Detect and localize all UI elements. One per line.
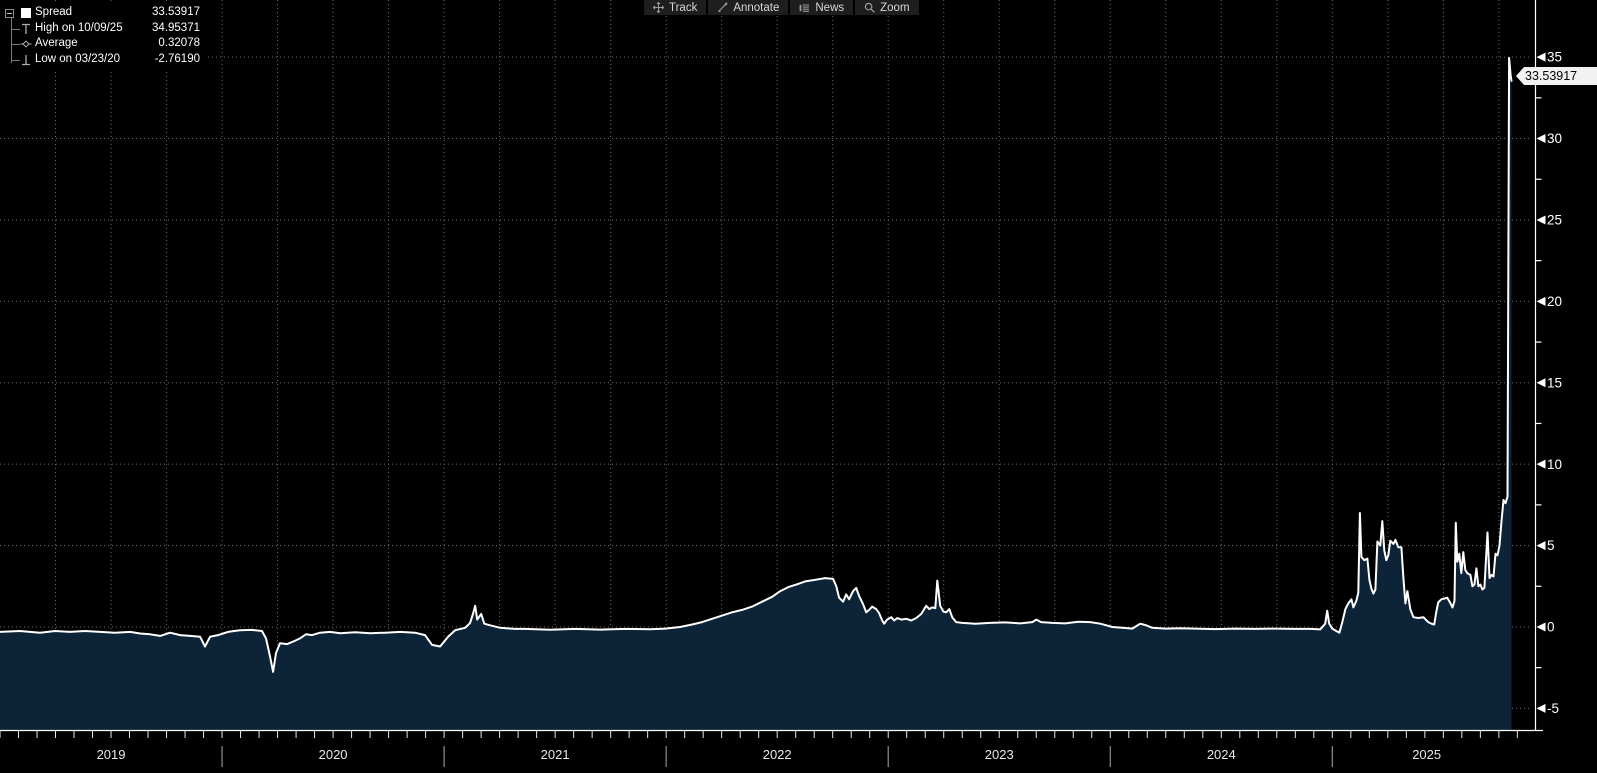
legend-value: 33.53917 <box>152 6 200 18</box>
svg-text:2024: 2024 <box>1207 747 1236 762</box>
svg-text:-5: -5 <box>1547 701 1559 716</box>
svg-text:15: 15 <box>1547 375 1562 390</box>
last-value-label: 33.53917 <box>1524 67 1597 85</box>
svg-text:2025: 2025 <box>1412 747 1441 762</box>
track-icon <box>653 2 664 13</box>
annotate-button[interactable]: Annotate <box>708 0 789 15</box>
svg-text:30: 30 <box>1547 131 1562 146</box>
legend-panel: Spread 33.53917 High on 10/09/25 34.9537… <box>0 2 207 71</box>
chart-toolbar: Track Annotate News <box>644 0 919 15</box>
svg-text:2023: 2023 <box>985 747 1014 762</box>
track-button[interactable]: Track <box>644 0 707 15</box>
annotate-icon <box>717 2 729 13</box>
legend-value: -2.76190 <box>154 52 200 65</box>
svg-text:10: 10 <box>1547 457 1562 472</box>
legend-label: Spread <box>35 6 73 18</box>
svg-text:35: 35 <box>1547 50 1562 65</box>
average-marker-icon <box>20 38 32 50</box>
legend-row-high[interactable]: High on 10/09/25 34.95371 <box>0 21 207 37</box>
legend-label: Low on 03/23/20 <box>35 52 121 65</box>
svg-text:25: 25 <box>1547 213 1562 228</box>
legend-row-low[interactable]: Low on 03/23/20 -2.76190 <box>0 52 207 68</box>
zoom-button-label: Zoom <box>880 1 910 14</box>
legend-collapse-icon[interactable] <box>5 9 14 18</box>
news-button[interactable]: News <box>790 0 854 15</box>
annotate-button-label: Annotate <box>733 1 780 14</box>
news-button-label: News <box>815 1 845 14</box>
track-button-label: Track <box>669 1 698 14</box>
legend-value: 0.32078 <box>158 37 200 49</box>
spread-series-marker-icon <box>20 7 32 19</box>
svg-text:2022: 2022 <box>763 747 792 762</box>
svg-text:2019: 2019 <box>97 747 126 762</box>
svg-text:0: 0 <box>1547 620 1555 635</box>
legend-row-average[interactable]: Average 0.32078 <box>0 36 207 52</box>
news-icon <box>799 2 810 13</box>
low-marker-icon <box>20 54 32 66</box>
svg-text:5: 5 <box>1547 538 1555 553</box>
legend-row-spread[interactable]: Spread 33.53917 <box>0 5 207 21</box>
last-value-tag: 33.53917 <box>1516 67 1597 85</box>
high-marker-icon <box>20 23 32 35</box>
svg-text:2021: 2021 <box>541 747 570 762</box>
zoom-icon <box>864 2 875 13</box>
zoom-button[interactable]: Zoom <box>855 0 919 15</box>
legend-label: High on 10/09/25 <box>35 21 123 34</box>
svg-text:20: 20 <box>1547 294 1562 309</box>
svg-text:2020: 2020 <box>319 747 348 762</box>
legend-value: 34.95371 <box>152 21 200 34</box>
legend-label: Average <box>35 37 78 49</box>
tag-arrow-icon <box>1516 67 1524 85</box>
